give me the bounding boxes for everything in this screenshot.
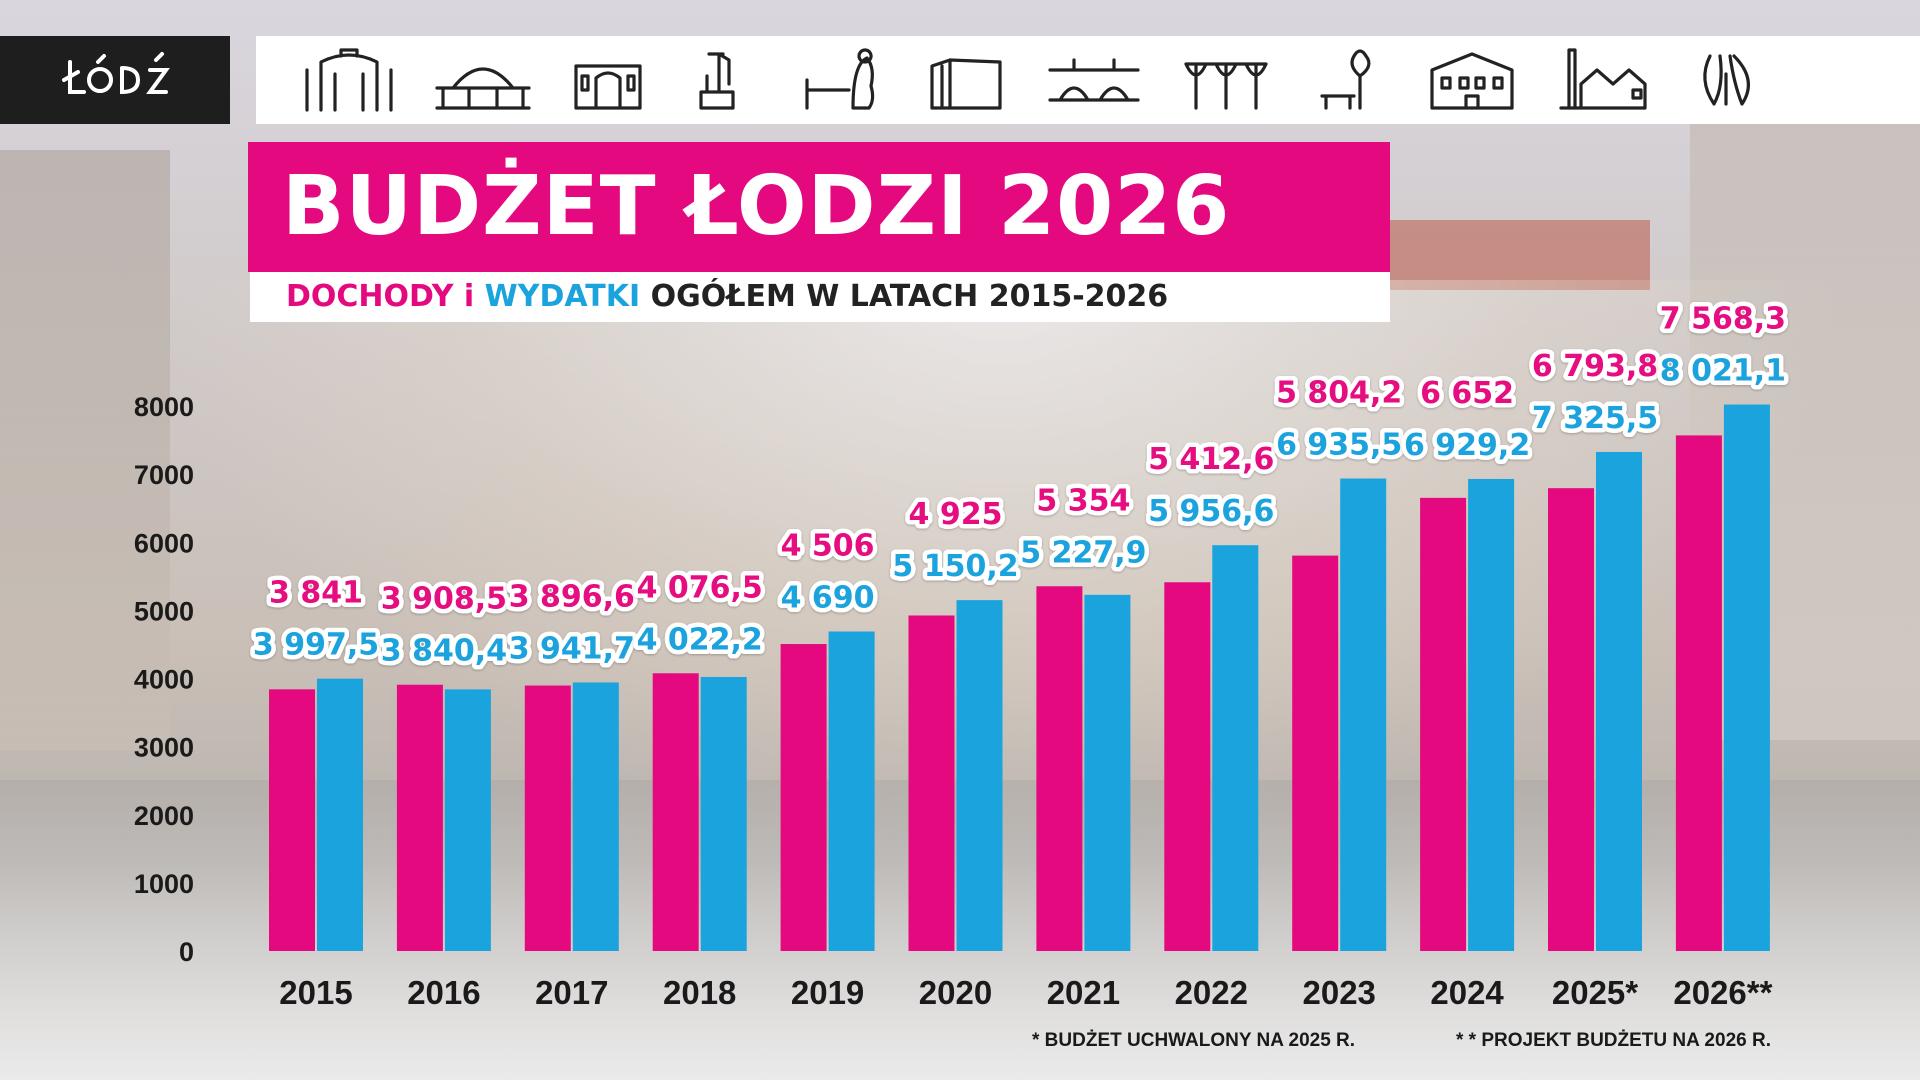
x-tick-label: 2022 [1175,974,1248,1011]
subtitle-background [250,272,1390,322]
x-tick-label: 2026** [1673,974,1772,1011]
background-red-roof [1390,220,1650,290]
lodz-logo-mark [62,52,170,95]
data-label-expenses: 5 956,6 [1148,494,1274,529]
gate-icon [305,48,393,112]
bench-statue-icon [805,48,875,110]
x-tick-label: 2016 [407,974,480,1011]
bar-income [396,684,443,951]
bar-expenses [956,600,1003,951]
x-tick-label: 2020 [919,974,992,1011]
data-label-expenses: 4 690 [781,580,875,615]
subtitle-connector: i [453,279,485,314]
y-tick-label: 8000 [134,392,194,422]
bar-income [780,644,827,951]
subtitle-expenses-word: WYDATKI [484,279,641,314]
data-label-expenses: 6 935,5 [1276,428,1402,463]
subtitle-period: OGÓŁEM W LATACH 2015-2026 [640,279,1169,314]
bar-income [908,615,955,951]
park-bench-tree-icon [1320,49,1371,110]
bar-income [524,685,571,951]
y-tick-label: 3000 [134,733,194,763]
x-tick-label: 2019 [791,974,864,1011]
y-tick-label: 2000 [134,801,194,831]
data-label-income: 5 412,6 [1148,442,1274,477]
bar-expenses [1084,594,1131,951]
bar-expenses [1596,451,1642,951]
bar-expenses [1723,404,1770,951]
town-hall-icon [1430,52,1514,110]
data-label-income: 4 925 [909,497,1003,532]
y-tick-label: 5000 [134,596,194,626]
bar-expenses [828,631,875,951]
x-tick-label: 2015 [279,974,352,1011]
bar-income [1164,582,1211,951]
x-tick-label: 2017 [535,974,608,1011]
x-tick-label: 2021 [1047,974,1120,1011]
data-label-expenses: 5 227,9 [1020,535,1146,570]
landmark-icon-strip [256,36,1920,124]
station-icon [435,67,531,110]
data-label-income: 3 896,6 [509,579,635,614]
data-label-income: 4 506 [781,528,875,563]
bar-expenses [1212,545,1259,951]
lodz-logo [0,36,230,124]
data-label-income: 6 652 [1420,376,1514,411]
bar-income [1420,497,1467,951]
bar-expenses [444,689,491,951]
data-label-income: 4 076,5 [637,570,763,605]
bar-income [1675,435,1722,952]
title-background [248,142,1390,272]
data-label-expenses: 7 325,5 [1532,401,1658,436]
bar-income [1292,555,1339,951]
data-label-expenses: 8 021,1 [1660,354,1786,389]
bar-income [1548,488,1594,951]
footnote-2025: * BUDŻET UCHWALONY NA 2025 R. [1032,1030,1356,1051]
bar-income [652,673,699,951]
subtitle-income-word: DOCHODY [286,279,454,314]
data-label-expenses: 3 840,4 [381,634,507,669]
piano-monument-icon [699,52,735,110]
x-tick-label: 2023 [1302,974,1375,1011]
bar-expenses [1340,478,1387,951]
x-tick-label: 2024 [1430,974,1504,1011]
factory-building-icon [930,58,1002,110]
data-label-income: 5 354 [1036,483,1130,518]
x-tick-label: 2018 [663,974,736,1011]
data-label-income: 3 908,5 [381,582,507,617]
pavilion-icon [1184,62,1268,110]
leaf-logo-icon [1703,54,1750,106]
data-label-expenses: 4 022,2 [637,622,763,657]
background-building-left [0,150,170,750]
bar-expenses [317,678,363,951]
data-label-expenses: 5 150,2 [892,549,1018,584]
data-label-expenses: 3 997,5 [253,628,379,663]
data-label-expenses: 6 929,2 [1404,428,1530,463]
data-label-income: 5 804,2 [1276,376,1402,411]
data-label-income: 3 841 [269,576,363,611]
bar-expenses [572,682,619,951]
page-title: BUDŻET ŁODZI 2026 [282,159,1231,254]
footnote-2026: * * PROJEKT BUDŻETU NA 2026 R. [1456,1030,1771,1051]
data-label-expenses: 3 941,7 [509,631,635,666]
bar-income [269,689,315,951]
bridge-icon [1048,58,1140,102]
bar-expenses [1468,478,1515,951]
chart-subtitle: DOCHODY i WYDATKI OGÓŁEM W LATACH 2015-2… [286,272,1168,322]
bar-income [1036,586,1083,951]
bar-expenses [700,676,747,951]
y-tick-label: 4000 [134,665,194,695]
y-tick-label: 1000 [134,869,194,899]
y-tick-label: 0 [179,937,194,967]
y-tick-label: 7000 [134,460,194,490]
y-tick-label: 6000 [134,528,194,558]
factory-chimney-icon [1559,48,1647,110]
data-label-income: 7 568,3 [1660,302,1786,337]
data-label-income: 6 793,8 [1532,349,1658,384]
palace-icon [574,64,642,110]
x-tick-label: 2025* [1552,974,1638,1011]
